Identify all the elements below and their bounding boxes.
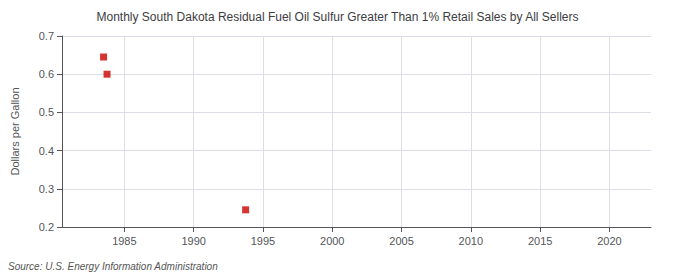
svg-text:0.5: 0.5 xyxy=(39,106,54,118)
svg-text:2010: 2010 xyxy=(459,235,483,247)
svg-text:1990: 1990 xyxy=(181,235,205,247)
svg-text:2015: 2015 xyxy=(528,235,552,247)
svg-text:Monthly South Dakota Residual: Monthly South Dakota Residual Fuel Oil S… xyxy=(96,10,578,24)
svg-text:1985: 1985 xyxy=(112,235,136,247)
svg-text:0.2: 0.2 xyxy=(39,221,54,233)
svg-text:0.3: 0.3 xyxy=(39,183,54,195)
svg-text:Dollars per Gallon: Dollars per Gallon xyxy=(9,87,21,175)
svg-text:2020: 2020 xyxy=(597,235,621,247)
svg-text:2005: 2005 xyxy=(389,235,413,247)
svg-text:2000: 2000 xyxy=(320,235,344,247)
svg-text:0.4: 0.4 xyxy=(39,145,54,157)
svg-text:0.6: 0.6 xyxy=(39,68,54,80)
svg-text:0.7: 0.7 xyxy=(39,30,54,42)
svg-text:Source: U.S. Energy Informatio: Source: U.S. Energy Information Administ… xyxy=(8,261,218,272)
svg-text:1995: 1995 xyxy=(251,235,275,247)
